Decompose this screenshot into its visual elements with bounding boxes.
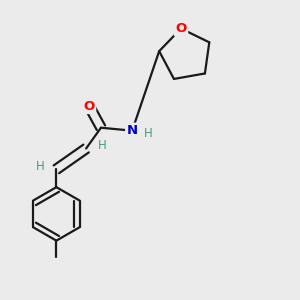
Text: N: N: [127, 124, 138, 137]
Text: H: H: [144, 127, 153, 140]
Text: O: O: [83, 100, 95, 112]
Text: O: O: [176, 22, 187, 35]
Text: H: H: [36, 160, 44, 173]
Text: H: H: [98, 139, 107, 152]
